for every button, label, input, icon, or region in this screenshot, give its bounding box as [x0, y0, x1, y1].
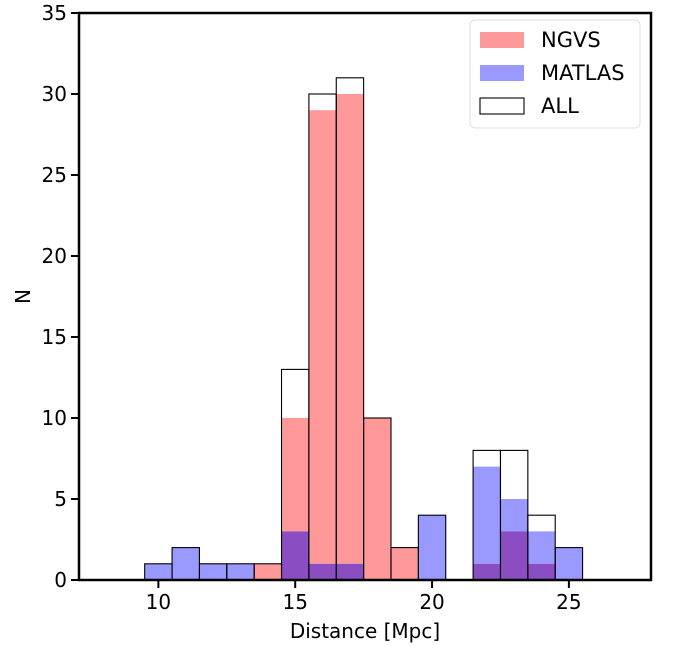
matlas-bar — [199, 563, 227, 581]
overlap-bar — [281, 531, 309, 580]
overlap-bar — [527, 563, 556, 580]
legend-label-all: ALL — [541, 94, 579, 118]
y-tick-label: 5 — [54, 487, 67, 511]
x-tick-label: 25 — [556, 590, 581, 614]
overlap-bar — [336, 563, 364, 580]
y-tick-label: 10 — [42, 406, 67, 430]
matlas-bar — [555, 547, 583, 581]
ngvs-bar — [336, 94, 364, 564]
y-tick-label: 0 — [54, 568, 67, 592]
y-tick-label: 20 — [42, 244, 67, 268]
legend-swatch-ngvs — [480, 32, 524, 48]
matlas-bar — [144, 563, 173, 581]
overlap-bar — [308, 563, 337, 580]
y-tick-label: 30 — [42, 82, 67, 106]
legend-label-matlas: MATLAS — [541, 61, 625, 85]
ngvs-bar — [391, 547, 419, 581]
y-axis-label: N — [11, 289, 35, 304]
matlas-bar — [172, 547, 200, 581]
matlas-bar — [418, 515, 446, 581]
x-axis-ticks: 10 15 20 25 — [146, 580, 582, 614]
ngvs-bar — [254, 563, 282, 581]
y-tick-label: 15 — [42, 325, 67, 349]
ngvs-bar — [363, 418, 391, 581]
legend: NGVS MATLAS ALL — [469, 19, 641, 129]
overlap-bar — [500, 531, 528, 580]
y-axis-ticks: 0 5 10 15 20 25 30 35 — [42, 1, 79, 592]
legend-swatch-all — [479, 97, 525, 115]
matlas-bar — [500, 499, 528, 532]
x-tick-label: 20 — [419, 590, 444, 614]
x-axis-label: Distance [Mpc] — [290, 619, 440, 643]
matlas-bar — [473, 466, 501, 564]
y-tick-label: 25 — [42, 163, 67, 187]
plot-frame — [77, 11, 653, 582]
y-tick-label: 35 — [42, 1, 67, 25]
legend-label-ngvs: NGVS — [541, 28, 601, 52]
ngvs-bar — [281, 418, 309, 532]
x-tick-label: 10 — [146, 590, 171, 614]
matlas-bar — [527, 531, 556, 564]
overlap-bar — [473, 563, 501, 580]
histogram-bars — [144, 94, 583, 581]
legend-swatch-matlas — [480, 65, 524, 81]
matlas-bar — [226, 563, 255, 581]
x-tick-label: 15 — [282, 590, 307, 614]
ngvs-bar — [308, 110, 337, 564]
